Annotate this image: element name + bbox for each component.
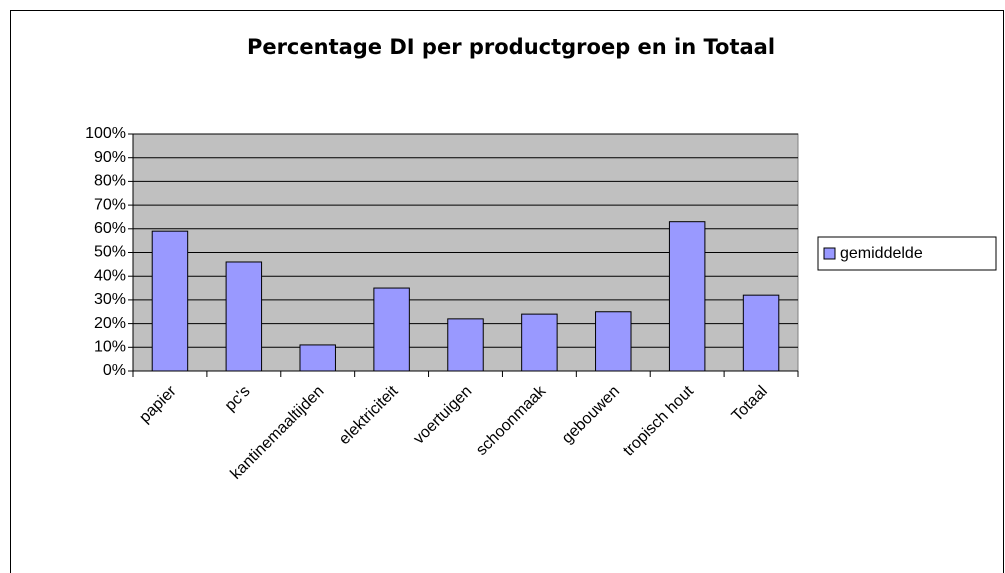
chart-frame	[10, 10, 1004, 573]
x-tick-label: schoonmaak	[473, 382, 550, 459]
bar	[151, 230, 189, 372]
y-tick-label: 20%	[94, 315, 126, 332]
bar	[521, 313, 558, 372]
bar	[225, 261, 263, 372]
y-tick-label: 0%	[103, 362, 126, 379]
x-tick-label: Totaal	[729, 383, 771, 425]
x-tick-label: pc's	[222, 383, 254, 415]
y-tick-label: 10%	[94, 339, 126, 356]
bar	[373, 287, 410, 372]
x-tick-label: papier	[136, 382, 180, 426]
bar	[447, 318, 484, 372]
bar	[595, 311, 632, 372]
legend-label: gemiddelde	[840, 245, 923, 262]
y-tick-label: 60%	[94, 220, 126, 237]
x-tick-label: tropisch hout	[620, 382, 697, 459]
legend-box	[817, 236, 997, 271]
bar	[742, 294, 780, 372]
y-tick-label: 50%	[94, 244, 126, 261]
x-tick-label: elektriciteit	[336, 382, 402, 448]
x-tick-label: voertuigen	[410, 383, 475, 448]
bar	[668, 221, 706, 372]
y-tick-label: 90%	[94, 149, 126, 166]
y-tick-label: 80%	[94, 173, 126, 190]
y-tick-label: 30%	[94, 291, 126, 308]
y-tick-label: 70%	[94, 196, 126, 213]
y-tick-label: 40%	[94, 267, 126, 284]
bar	[299, 344, 336, 372]
y-tick-label: 100%	[85, 125, 126, 142]
legend-swatch	[823, 247, 836, 260]
x-tick-label: gebouwen	[559, 383, 623, 447]
chart-title: Percentage DI per productgroep en in Tot…	[247, 35, 775, 59]
